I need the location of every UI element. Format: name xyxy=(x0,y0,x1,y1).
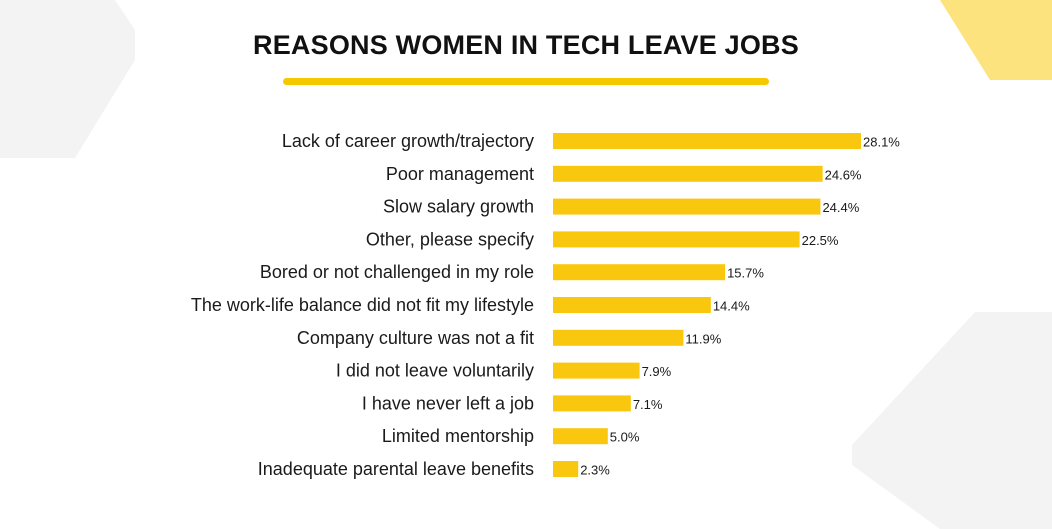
category-label: Bored or not challenged in my role xyxy=(260,262,534,282)
bar xyxy=(553,231,800,248)
value-label: 22.5% xyxy=(802,233,839,248)
value-label: 14.4% xyxy=(713,299,750,314)
bar xyxy=(553,297,711,313)
value-label: 11.9% xyxy=(685,331,721,346)
bar xyxy=(553,133,861,149)
bar xyxy=(553,428,608,445)
title-underline xyxy=(283,78,769,85)
value-label: 7.1% xyxy=(633,397,663,412)
category-label: Inadequate parental leave benefits xyxy=(258,459,534,479)
value-label: 15.7% xyxy=(727,266,764,281)
value-label: 2.3% xyxy=(580,463,610,478)
category-label: I did not leave voluntarily xyxy=(336,361,534,381)
category-label: Other, please specify xyxy=(366,229,534,249)
value-label: 7.9% xyxy=(642,364,672,379)
bar xyxy=(553,461,579,477)
bar xyxy=(553,198,821,215)
category-label: Poor management xyxy=(386,164,534,184)
value-label: 24.4% xyxy=(822,200,859,215)
category-label: I have never left a job xyxy=(362,393,534,413)
bar xyxy=(553,264,726,281)
bar xyxy=(553,362,640,379)
category-label: The work-life balance did not fit my lif… xyxy=(191,295,534,315)
value-label: 24.6% xyxy=(825,167,862,182)
bar xyxy=(553,395,631,412)
category-label: Limited mentorship xyxy=(382,426,534,446)
category-label: Slow salary growth xyxy=(383,197,534,217)
value-label: 28.1% xyxy=(863,135,900,150)
category-label: Lack of career growth/trajectory xyxy=(282,131,534,151)
bar xyxy=(553,165,823,182)
category-label: Company culture was not a fit xyxy=(297,328,534,348)
bar xyxy=(553,329,684,346)
value-label: 5.0% xyxy=(610,430,640,445)
chart-title: REASONS WOMEN IN TECH LEAVE JOBS xyxy=(253,30,799,60)
